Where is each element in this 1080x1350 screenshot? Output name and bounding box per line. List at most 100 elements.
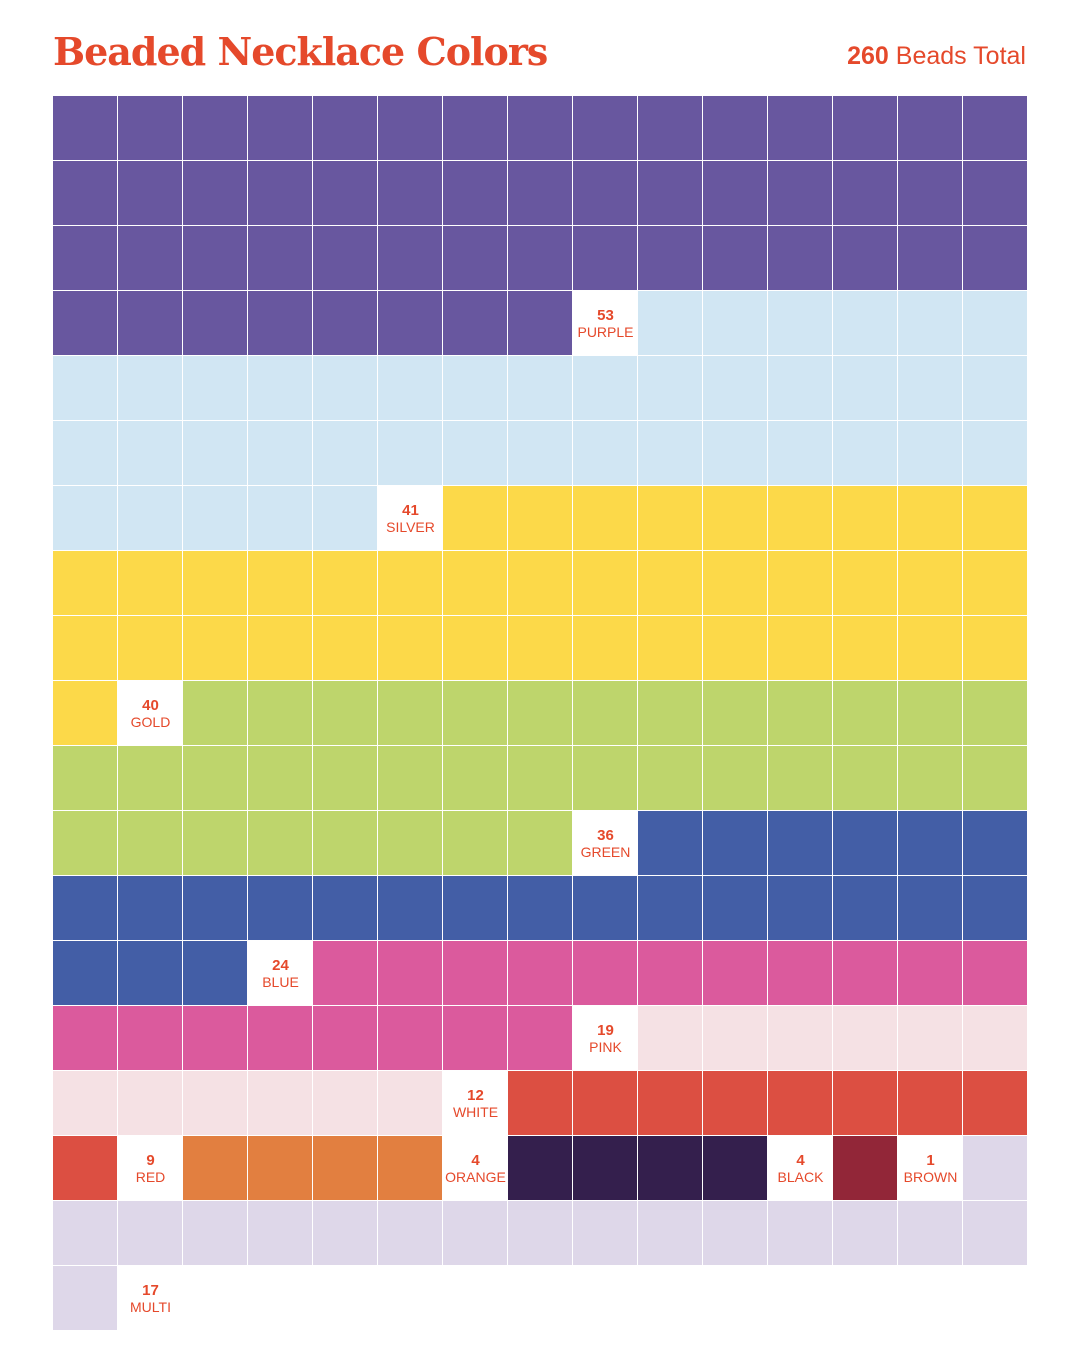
category-count: 17 — [142, 1281, 159, 1299]
category-count: 12 — [467, 1086, 484, 1104]
bead-silver — [703, 291, 768, 356]
bead-blue — [573, 876, 638, 941]
category-count: 36 — [597, 826, 614, 844]
bead-green — [378, 681, 443, 746]
bead-purple — [963, 226, 1028, 291]
bead-purple — [443, 161, 508, 226]
bead-red — [508, 1071, 573, 1136]
category-name: WHITE — [452, 1103, 499, 1120]
bead-purple — [573, 226, 638, 291]
category-count: 41 — [402, 501, 419, 519]
bead-orange — [183, 1136, 248, 1201]
bead-purple — [573, 96, 638, 161]
bead-gold — [573, 616, 638, 681]
bead-pink — [183, 1006, 248, 1071]
bead-red — [898, 1071, 963, 1136]
bead-gold — [768, 551, 833, 616]
bead-gold — [638, 616, 703, 681]
bead-green — [768, 681, 833, 746]
waffle-grid: 53 PURPLE 41 SILVER 40 GOLD 36 GREEN 24 BLUE 19 PIN… — [53, 96, 1028, 1331]
bead-silver — [638, 356, 703, 421]
bead-silver — [638, 291, 703, 356]
bead-white — [768, 1006, 833, 1071]
bead-gold — [443, 616, 508, 681]
bead-green — [703, 746, 768, 811]
bead-green — [573, 681, 638, 746]
bead-silver — [898, 291, 963, 356]
bead-gold — [248, 616, 313, 681]
bead-gold — [248, 551, 313, 616]
bead-silver — [573, 356, 638, 421]
bead-multi — [638, 1201, 703, 1266]
category-count: 1 — [926, 1151, 935, 1169]
bead-silver — [118, 486, 183, 551]
bead-green — [183, 681, 248, 746]
bead-pink — [118, 1006, 183, 1071]
category-label-orange: 4 ORANGE — [443, 1136, 508, 1201]
bead-silver — [183, 421, 248, 486]
bead-pink — [573, 941, 638, 1006]
category-name: BLUE — [262, 973, 299, 990]
bead-multi — [703, 1201, 768, 1266]
bead-purple — [508, 291, 573, 356]
bead-green — [508, 681, 573, 746]
bead-multi — [833, 1201, 898, 1266]
bead-silver — [248, 486, 313, 551]
bead-silver — [248, 356, 313, 421]
bead-brown — [833, 1136, 898, 1201]
total-beads-summary: 260 Beads Total — [847, 40, 1026, 72]
bead-white — [183, 1071, 248, 1136]
bead-green — [768, 746, 833, 811]
bead-green — [183, 746, 248, 811]
bead-purple — [183, 291, 248, 356]
bead-purple — [508, 161, 573, 226]
category-name: GOLD — [130, 713, 171, 730]
bead-orange — [378, 1136, 443, 1201]
bead-purple — [768, 96, 833, 161]
bead-silver — [833, 291, 898, 356]
bead-green — [508, 811, 573, 876]
bead-purple — [118, 226, 183, 291]
bead-silver — [378, 421, 443, 486]
total-beads-label: Beads Total — [895, 42, 1026, 70]
bead-purple — [118, 161, 183, 226]
bead-blue — [183, 941, 248, 1006]
bead-gold — [703, 486, 768, 551]
category-count: 4 — [796, 1151, 805, 1169]
bead-green — [53, 746, 118, 811]
bead-silver — [53, 421, 118, 486]
bead-gold — [443, 551, 508, 616]
bead-multi — [508, 1201, 573, 1266]
total-beads-count: 260 — [847, 42, 889, 70]
bead-multi — [378, 1201, 443, 1266]
bead-gold — [898, 486, 963, 551]
category-name: BROWN — [903, 1168, 958, 1185]
bead-silver — [508, 421, 573, 486]
bead-green — [638, 746, 703, 811]
bead-red — [53, 1136, 118, 1201]
bead-gold — [833, 551, 898, 616]
bead-blue — [248, 876, 313, 941]
bead-gold — [53, 681, 118, 746]
category-label-white: 12 WHITE — [443, 1071, 508, 1136]
bead-green — [118, 811, 183, 876]
category-name: ORANGE — [445, 1168, 506, 1185]
bead-pink — [378, 1006, 443, 1071]
bead-purple — [898, 161, 963, 226]
bead-pink — [833, 941, 898, 1006]
category-name: GREEN — [580, 843, 631, 860]
bead-gold — [768, 616, 833, 681]
bead-gold — [183, 551, 248, 616]
bead-blue — [833, 811, 898, 876]
bead-multi — [53, 1201, 118, 1266]
bead-black — [638, 1136, 703, 1201]
bead-purple — [313, 226, 378, 291]
bead-purple — [378, 161, 443, 226]
bead-gold — [313, 616, 378, 681]
bead-silver — [313, 356, 378, 421]
bead-purple — [508, 226, 573, 291]
bead-silver — [963, 291, 1028, 356]
bead-blue — [443, 876, 508, 941]
bead-purple — [638, 226, 703, 291]
category-name: RED — [135, 1168, 166, 1185]
